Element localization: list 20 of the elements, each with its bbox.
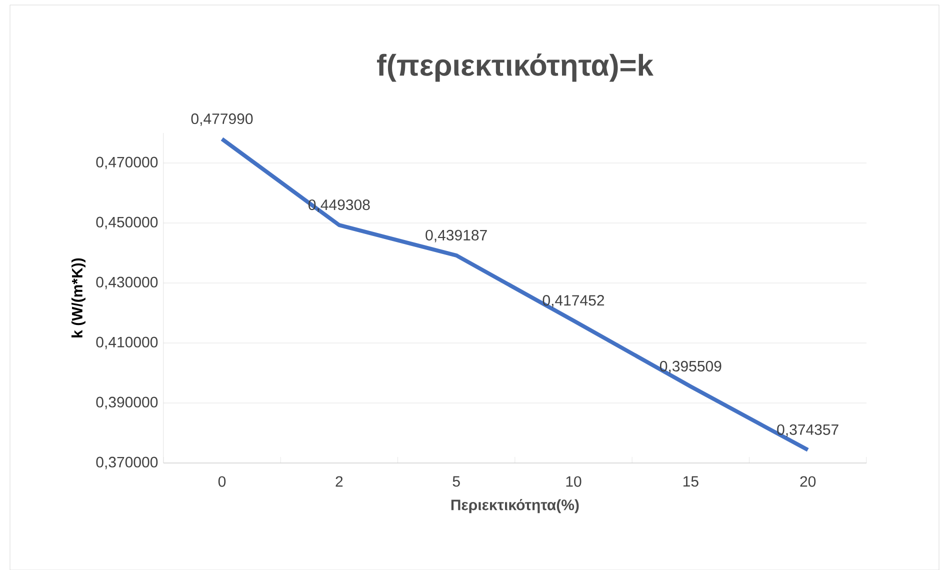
y-axis-title: k (W/(m*K)) [71,258,86,338]
y-tick-label: 0,410000 [96,336,158,350]
x-axis-title: Περιεκτικότητα(%) [451,499,579,514]
y-tick-label: 0,390000 [96,396,158,410]
x-tick-label: 2 [336,476,343,487]
x-tick-label: 0 [218,476,226,487]
data-label: 0,395509 [660,360,722,374]
chart-title: f(περιεκτικότητα)=k [376,53,654,82]
y-tick-label: 0,370000 [96,456,158,470]
y-tick-label: 0,430000 [96,276,158,290]
y-tick-label: 0,470000 [96,156,158,170]
data-label: 0,374357 [777,424,838,437]
x-tick-label: 10 [566,476,582,487]
data-label: 0,417452 [542,295,604,308]
x-tick-label: 15 [683,476,698,487]
data-label: 0,439187 [426,230,487,242]
data-label: 0,477990 [191,113,253,126]
y-tick-label: 0,450000 [96,216,158,230]
x-tick-label: 5 [452,476,460,487]
x-tick-label: 20 [800,476,816,487]
